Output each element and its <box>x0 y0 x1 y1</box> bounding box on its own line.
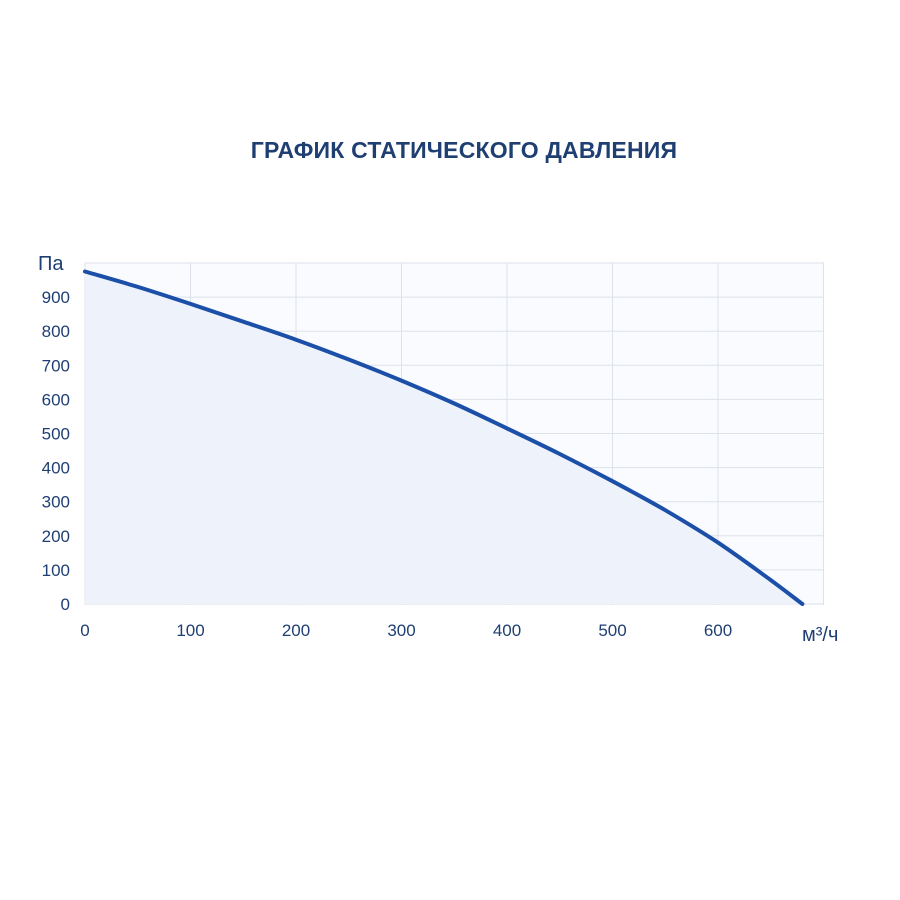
x-tick-label: 100 <box>176 621 204 640</box>
y-tick-label: 100 <box>42 561 70 580</box>
y-tick-label: 800 <box>42 322 70 341</box>
pressure-curve <box>83 269 805 606</box>
x-tick-label: 300 <box>387 621 415 640</box>
x-tick-label: 600 <box>704 621 732 640</box>
y-tick-label: 0 <box>61 595 70 614</box>
y-tick-label: 200 <box>42 527 70 546</box>
chart-title: ГРАФИК СТАТИЧЕСКОГО ДАВЛЕНИЯ <box>250 137 678 163</box>
x-tick-label: 200 <box>282 621 310 640</box>
x-tick-label: 500 <box>598 621 626 640</box>
y-axis: 0 100 200 300 400 500 600 700 800 900 <box>42 288 70 614</box>
y-tick-label: 700 <box>42 356 70 375</box>
x-axis: 0 100 200 300 400 500 600 <box>80 621 732 640</box>
x-tick-label: 0 <box>80 621 89 640</box>
y-tick-label: 900 <box>42 288 70 307</box>
y-tick-label: 500 <box>42 425 70 444</box>
area-fill <box>85 271 803 604</box>
y-axis-label: Па <box>38 253 64 275</box>
y-tick-label: 600 <box>42 390 70 409</box>
y-tick-label: 400 <box>42 459 70 478</box>
x-tick-label: 400 <box>493 621 521 640</box>
y-tick-label: 300 <box>42 493 70 512</box>
x-axis-label: м³/ч <box>802 624 838 646</box>
